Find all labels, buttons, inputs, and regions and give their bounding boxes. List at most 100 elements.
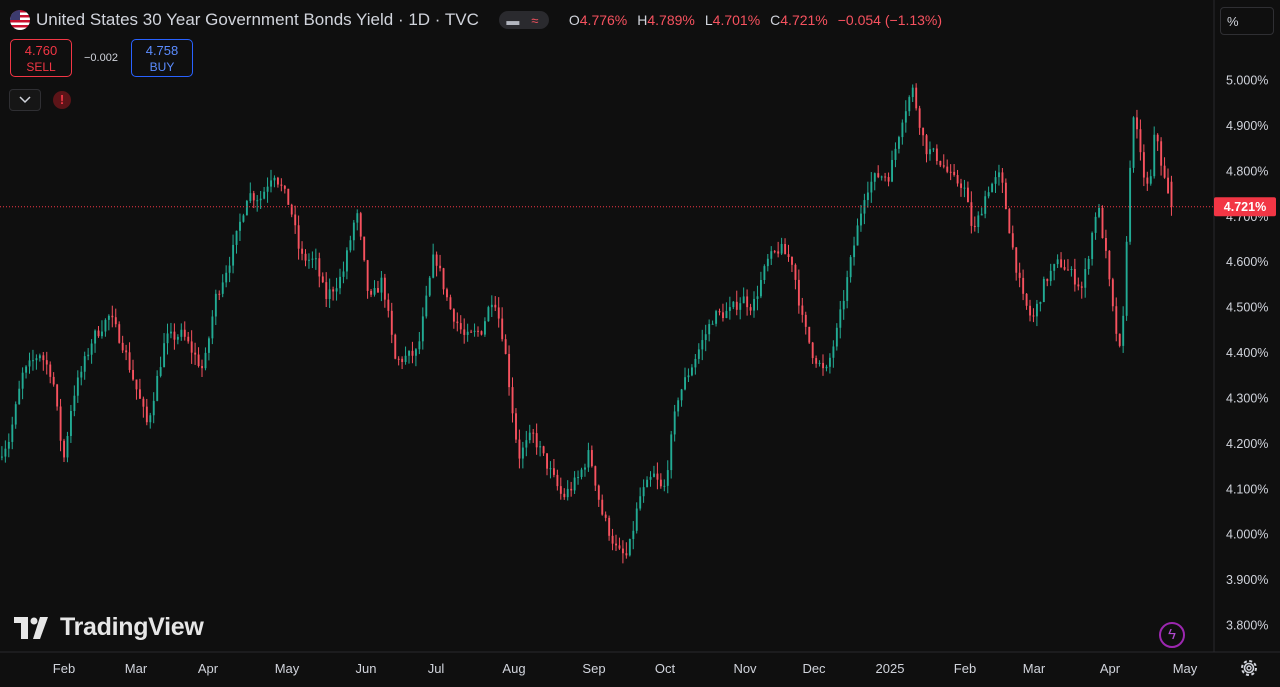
candle-body <box>166 333 169 344</box>
candle-body <box>687 375 690 378</box>
candle-body <box>204 352 207 369</box>
candle-body <box>256 200 259 202</box>
price-axis[interactable]: 3.800% 3.900% 4.000% 4.100% 4.200% 4.300% 4.40… <box>1226 74 1268 633</box>
candle-body <box>297 225 300 249</box>
candle-body <box>428 277 431 296</box>
candle-body <box>211 316 214 339</box>
candle-body <box>277 177 279 185</box>
candle-body <box>1132 117 1135 168</box>
candles[interactable] <box>1 83 1173 564</box>
time-axis[interactable]: Feb Mar Apr May Jun Jul Aug Sep Oct Nov Dec 2025 Feb… <box>53 661 1198 676</box>
candle-body <box>1091 232 1094 259</box>
candle-body <box>860 213 862 226</box>
candle-body <box>1036 303 1038 317</box>
candle-body <box>63 440 65 458</box>
candle-body <box>80 371 83 378</box>
settings-gear-icon[interactable] <box>1237 656 1261 680</box>
candle-body <box>56 384 59 407</box>
candle-body <box>321 276 324 283</box>
candle-body <box>994 177 997 184</box>
candle-body <box>746 296 749 308</box>
price-tick-label: 4.600% <box>1226 255 1268 269</box>
spread-value: −0.002 <box>84 52 118 64</box>
candle-body <box>694 358 697 368</box>
candle-body <box>901 122 904 138</box>
collapse-button[interactable] <box>9 89 41 111</box>
candle-body <box>408 350 410 356</box>
price-tick-label: 4.400% <box>1226 346 1268 360</box>
candle-body <box>304 253 307 261</box>
candle-body <box>922 127 925 136</box>
candle-body <box>980 213 983 216</box>
candle-body <box>363 236 366 261</box>
candle-body <box>1101 207 1104 239</box>
candle-body <box>273 177 276 181</box>
candle-body <box>742 296 745 304</box>
candle-body <box>1129 167 1132 242</box>
candle-body <box>38 355 41 359</box>
time-tick-label: May <box>1173 661 1198 676</box>
candle-body <box>615 543 617 546</box>
candle-body <box>1025 293 1028 306</box>
candle-body <box>1146 177 1149 184</box>
visibility-toggle[interactable]: ▬ ≈ <box>498 11 549 29</box>
candle-body <box>628 539 631 556</box>
candle-body <box>808 326 811 343</box>
lightning-icon[interactable]: ϟ <box>1159 622 1185 648</box>
candle-body <box>521 447 524 459</box>
price-tick-label: 3.800% <box>1226 619 1268 633</box>
candle-body <box>404 355 407 363</box>
candle-body <box>1105 238 1107 251</box>
candle-body <box>125 350 128 353</box>
candle-body <box>332 289 335 292</box>
candle-body <box>546 453 548 469</box>
candle-body <box>580 469 583 478</box>
candle-body <box>139 389 141 399</box>
candle-body <box>346 250 348 272</box>
candle-body <box>7 441 10 449</box>
candle-body <box>791 256 793 265</box>
candle-body <box>998 172 1000 178</box>
time-tick-label: Oct <box>655 661 676 676</box>
candle-body <box>1029 305 1031 316</box>
candle-body <box>187 336 190 342</box>
candle-body <box>4 448 7 457</box>
tradingview-logo[interactable]: TradingView <box>14 613 204 642</box>
candle-body <box>221 282 224 294</box>
candle-body <box>597 485 600 500</box>
candle-body <box>870 181 873 193</box>
symbol-title[interactable]: United States 30 Year Government Bonds Y… <box>36 10 479 29</box>
candle-body <box>787 254 790 257</box>
candle-body <box>242 215 245 222</box>
candle-body <box>525 440 528 448</box>
candle-body <box>911 87 914 98</box>
minus-icon[interactable]: ▬ <box>506 12 520 28</box>
candle-body <box>984 196 987 214</box>
buy-price: 4.758 <box>145 43 179 58</box>
candle-body <box>1070 268 1073 270</box>
candle-body <box>314 258 317 260</box>
candle-body <box>925 135 928 155</box>
candle-body <box>1167 177 1169 194</box>
candle-body <box>232 244 235 266</box>
candle-body <box>898 137 900 149</box>
scale-mode-button[interactable]: % <box>1220 7 1274 35</box>
candle-body <box>725 310 728 319</box>
candle-body <box>663 485 666 487</box>
price-tick-label: 5.000% <box>1226 74 1268 88</box>
candle-body <box>94 330 97 344</box>
candle-body <box>666 470 669 486</box>
candle-body <box>777 251 780 254</box>
wave-icon[interactable]: ≈ <box>531 12 539 28</box>
candle-body <box>446 289 448 298</box>
candle-body <box>884 176 887 178</box>
warning-icon[interactable]: ! <box>53 91 71 109</box>
candle-body <box>1153 134 1156 177</box>
candle-body <box>929 149 931 155</box>
buy-button[interactable]: 4.758 BUY <box>131 39 193 77</box>
sell-button[interactable]: 4.760 SELL <box>10 39 72 77</box>
candle-body <box>459 323 462 330</box>
candle-body <box>66 435 69 458</box>
candle-body <box>873 173 876 182</box>
